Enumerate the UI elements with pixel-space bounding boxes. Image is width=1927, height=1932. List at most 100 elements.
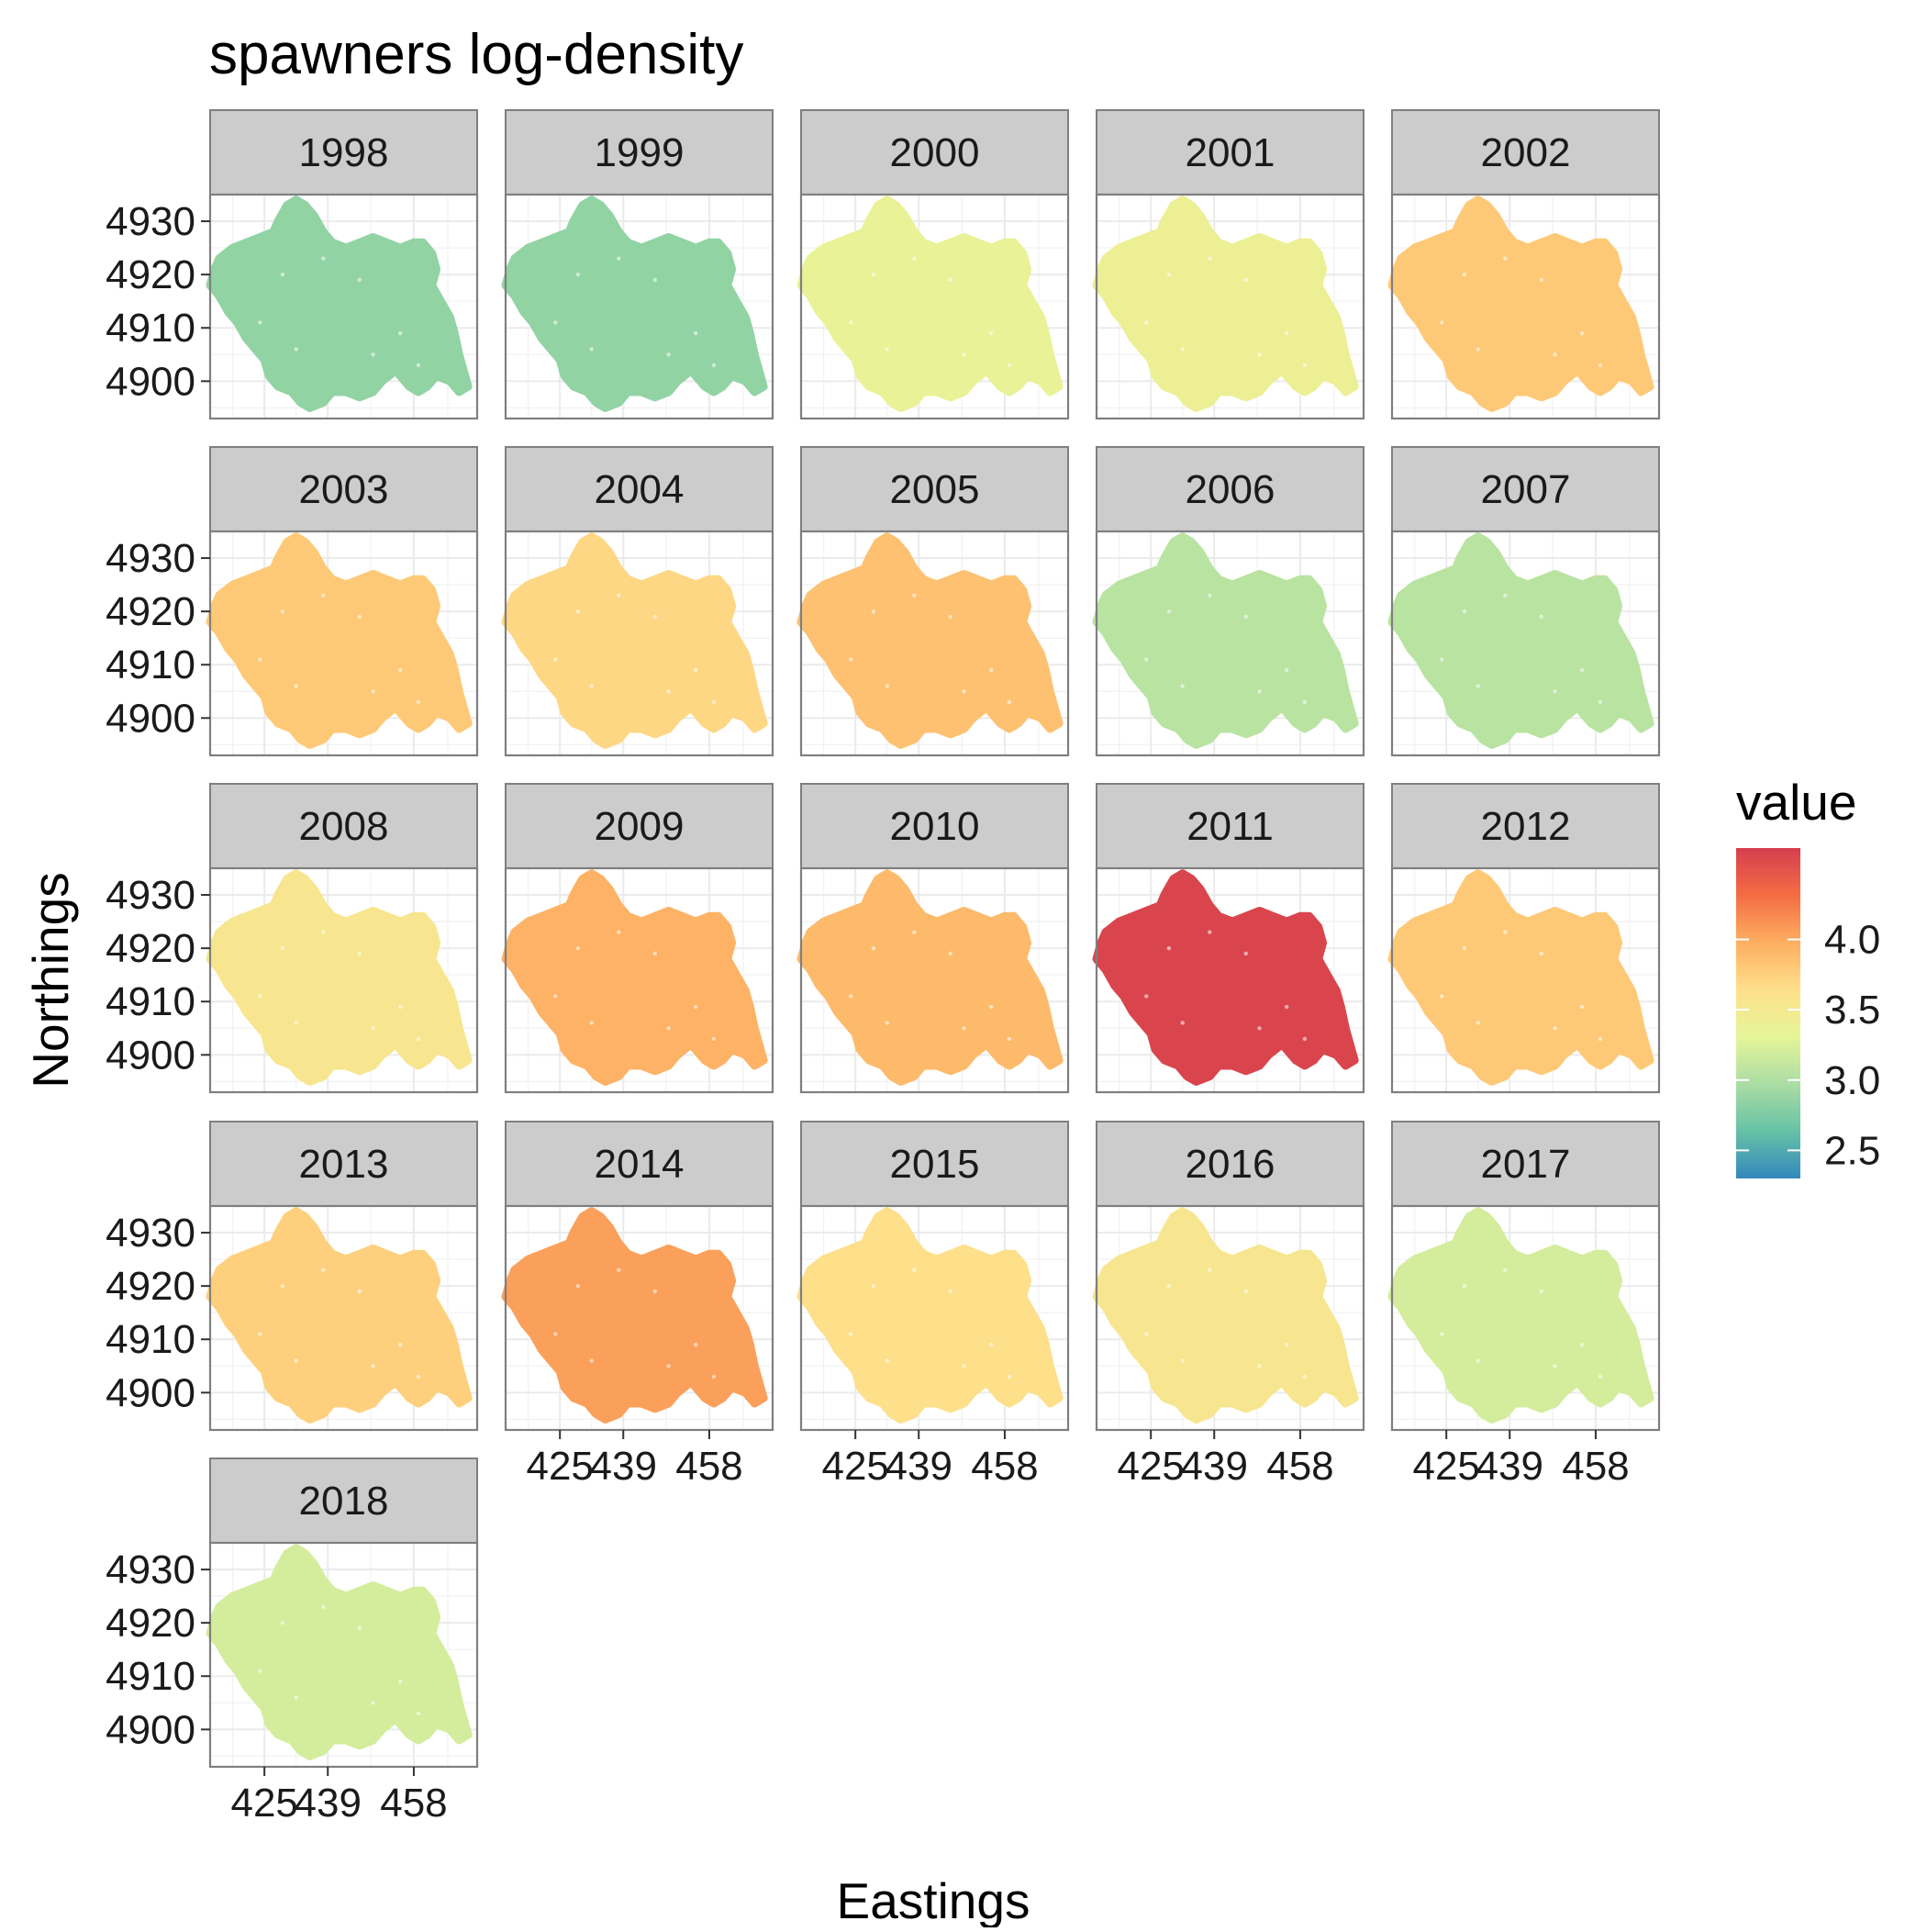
- panel-border: [504, 1204, 774, 1432]
- gap-mark: [397, 330, 403, 336]
- gap-mark: [589, 684, 594, 688]
- panel-border: [1095, 530, 1365, 757]
- facet-points: [206, 1207, 473, 1424]
- legend-title: value: [1736, 774, 1856, 831]
- panel-border: [799, 866, 1070, 1094]
- y-tick-label: 4900: [106, 1370, 195, 1415]
- y-tick-label: 4900: [106, 1707, 195, 1752]
- gap-mark: [962, 1026, 966, 1031]
- gap-mark: [666, 1026, 671, 1031]
- gap-mark: [553, 657, 558, 662]
- x-tick-label: 439: [295, 1781, 362, 1826]
- facet-strip: [209, 1457, 478, 1544]
- panel-border: [208, 1204, 479, 1432]
- gap-mark: [280, 1283, 285, 1289]
- gap-mark: [1208, 593, 1212, 597]
- facet-points: [501, 869, 768, 1086]
- facet-panel-2004: 2004: [501, 446, 774, 757]
- points-texture: [1440, 256, 1603, 368]
- facet-panel-2012: 2012: [1387, 783, 1661, 1094]
- facet-strip: [1391, 446, 1660, 532]
- gap-mark: [617, 593, 621, 597]
- gap-mark: [294, 347, 298, 352]
- facet-strip: [209, 446, 478, 532]
- gap-mark: [652, 951, 657, 956]
- gap-mark: [397, 1342, 403, 1347]
- facet-strip: [1391, 1121, 1660, 1207]
- gap-mark: [885, 684, 889, 688]
- gap-mark: [1598, 699, 1603, 705]
- y-axis: 4900 4910 4920 4930: [106, 1547, 210, 1752]
- gap-mark: [849, 1332, 853, 1336]
- facet-points: [501, 532, 768, 749]
- gap-mark: [948, 1289, 952, 1294]
- gap-mark: [589, 1021, 594, 1025]
- facet-strip: [505, 1121, 774, 1207]
- gap-mark: [280, 609, 285, 614]
- gap-mark: [1553, 352, 1557, 357]
- gap-mark: [1166, 609, 1172, 614]
- gap-mark: [948, 614, 952, 620]
- gap-mark: [397, 1679, 403, 1684]
- points-texture: [258, 930, 421, 1042]
- x-tick-label: 439: [1476, 1444, 1543, 1489]
- points-texture: [553, 256, 717, 368]
- chart-title: spawners log-density: [209, 23, 743, 86]
- y-tick-label: 4930: [106, 199, 195, 244]
- gap-mark: [321, 1268, 326, 1272]
- gap-mark: [1180, 684, 1185, 688]
- facet-label: 2015: [890, 1142, 980, 1187]
- x-tick-label: 439: [590, 1444, 657, 1489]
- points-texture: [258, 1604, 421, 1716]
- gap-mark: [912, 593, 917, 597]
- y-axis: 4900 4910 4920 4930: [106, 873, 210, 1078]
- facet-points: [206, 1544, 473, 1760]
- y-tick-label: 4900: [106, 359, 195, 404]
- facet-label: 2004: [595, 467, 685, 512]
- facet-panel-2006: 2006: [1092, 446, 1365, 757]
- gap-mark: [962, 1364, 966, 1368]
- x-tick-label: 439: [886, 1444, 952, 1489]
- facet-label: 2013: [299, 1142, 389, 1187]
- gap-mark: [1284, 1004, 1289, 1010]
- facet-strip: [209, 783, 478, 869]
- facet-strip: [505, 109, 774, 195]
- gap-mark: [871, 945, 876, 951]
- gap-mark: [1440, 657, 1444, 662]
- gap-mark: [1144, 994, 1149, 999]
- facet-strip: [1391, 783, 1660, 869]
- facet-label: 2000: [890, 130, 980, 175]
- panel-border: [208, 1541, 479, 1769]
- panel-border: [504, 866, 774, 1094]
- facet-label: 2005: [890, 467, 980, 512]
- facet-label: 2002: [1481, 130, 1571, 175]
- y-axis: 4900 4910 4920 4930: [106, 1211, 210, 1415]
- facet-strip: [800, 1121, 1069, 1207]
- facet-panels: 1998 4900 4910 4920 4930 1999 2000 2001 2002 2003…: [106, 109, 1661, 1826]
- gap-mark: [1243, 951, 1248, 956]
- gap-mark: [1144, 320, 1149, 325]
- points-texture: [849, 593, 1012, 705]
- gap-mark: [693, 330, 698, 336]
- points-texture: [1440, 930, 1603, 1042]
- gap-mark: [371, 1364, 375, 1368]
- facet-label: 2007: [1481, 467, 1571, 512]
- y-tick-label: 4930: [106, 1211, 195, 1256]
- facet-strip: [505, 783, 774, 869]
- gap-mark: [357, 1289, 362, 1294]
- gap-mark: [693, 1004, 698, 1010]
- gap-mark: [357, 1625, 362, 1631]
- gap-mark: [1007, 1374, 1012, 1379]
- gap-mark: [258, 320, 262, 325]
- gap-mark: [1539, 951, 1543, 956]
- facet-label: 2014: [595, 1142, 685, 1187]
- gap-mark: [1166, 945, 1172, 951]
- facet-label: 2010: [890, 804, 980, 849]
- points-texture: [553, 930, 717, 1042]
- gap-mark: [1243, 1289, 1248, 1294]
- gap-mark: [912, 930, 917, 934]
- gap-mark: [1257, 1364, 1262, 1368]
